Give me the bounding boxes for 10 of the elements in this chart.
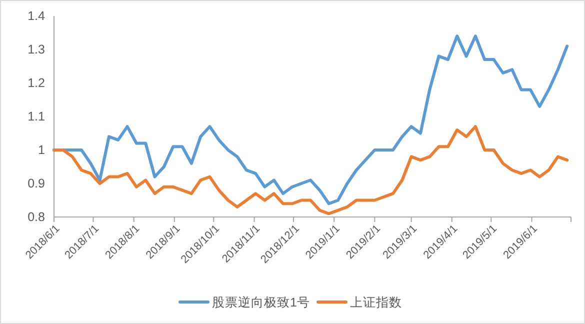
- y-tick-label: 1: [38, 143, 46, 157]
- legend-label: 股票逆向极致1号: [212, 296, 310, 310]
- legend-label: 上证指数: [350, 296, 402, 310]
- y-tick-label: 1.1: [28, 110, 46, 124]
- y-tick-label: 0.9: [28, 176, 46, 190]
- y-tick-label: 1.2: [28, 76, 46, 90]
- y-tick-label: 1.4: [28, 9, 46, 23]
- line-series: [52, 125, 569, 216]
- y-tick-label: 0.8: [28, 210, 46, 224]
- y-tick-label: 1.3: [28, 42, 46, 56]
